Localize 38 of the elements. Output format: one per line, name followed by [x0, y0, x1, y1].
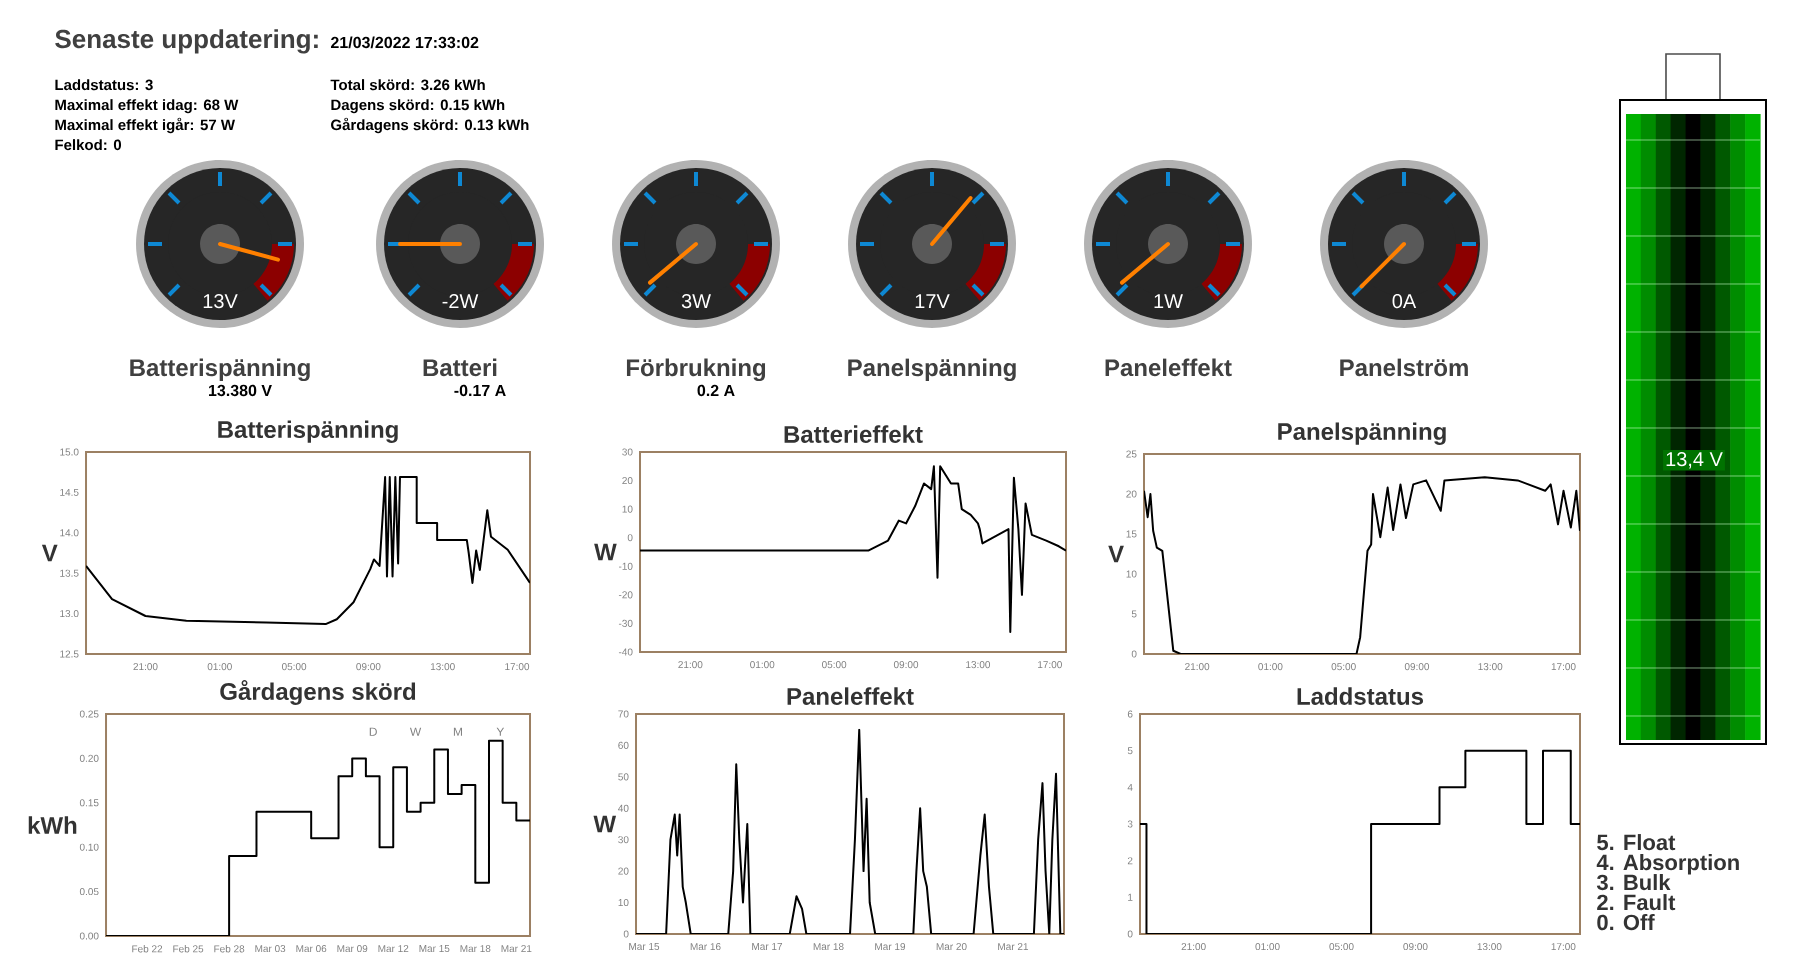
y-axis-title: kWh [28, 816, 77, 834]
y-axis-title: W [594, 543, 617, 561]
text: 4. Absorption [1596, 854, 1739, 875]
y-axis-title: V [41, 544, 58, 562]
y-axis-title: W [593, 815, 617, 833]
text: Förbrukning [626, 358, 766, 382]
text: Paneleffekt [1105, 358, 1232, 377]
text: Panelspänning [848, 358, 1016, 382]
chart-title: Batterispänning [218, 420, 398, 443]
text: 3. Bulk [1596, 874, 1671, 891]
text: 21/03/2022 17:33:02 [330, 36, 479, 49]
text: 1W [1154, 294, 1183, 308]
line-series [640, 465, 1067, 633]
line-series [636, 728, 1064, 934]
text: 0. Off [1597, 914, 1655, 931]
text: 0.2 A [697, 384, 735, 397]
text: 0A [1392, 294, 1417, 309]
text: 13.380 V [209, 384, 272, 397]
text: 13,4 V [1666, 452, 1723, 469]
text: Senaste uppdatering: [55, 29, 318, 54]
chart-title: Laddstatus [1297, 687, 1424, 705]
chart-title: Panelspänning [1278, 422, 1446, 445]
text: Panelström [1340, 358, 1468, 377]
text: Batterispänning [130, 358, 310, 382]
line-series [1144, 476, 1580, 654]
text: 3W [681, 294, 711, 309]
line-series [86, 476, 531, 626]
text: -0.17 A [454, 384, 506, 397]
chart-title: Paneleffekt [787, 687, 914, 705]
text: Batteri [423, 358, 497, 377]
chart-title: Gårdagens skörd [220, 680, 416, 705]
text: 2. Fault [1597, 894, 1676, 911]
text: 13V [203, 294, 238, 309]
chart-title: Batterieffekt [784, 425, 923, 443]
y-axis-title: V [1108, 545, 1124, 563]
text: 5. Float [1597, 834, 1676, 851]
text: -2W [442, 294, 479, 308]
text: 17V [915, 294, 950, 308]
